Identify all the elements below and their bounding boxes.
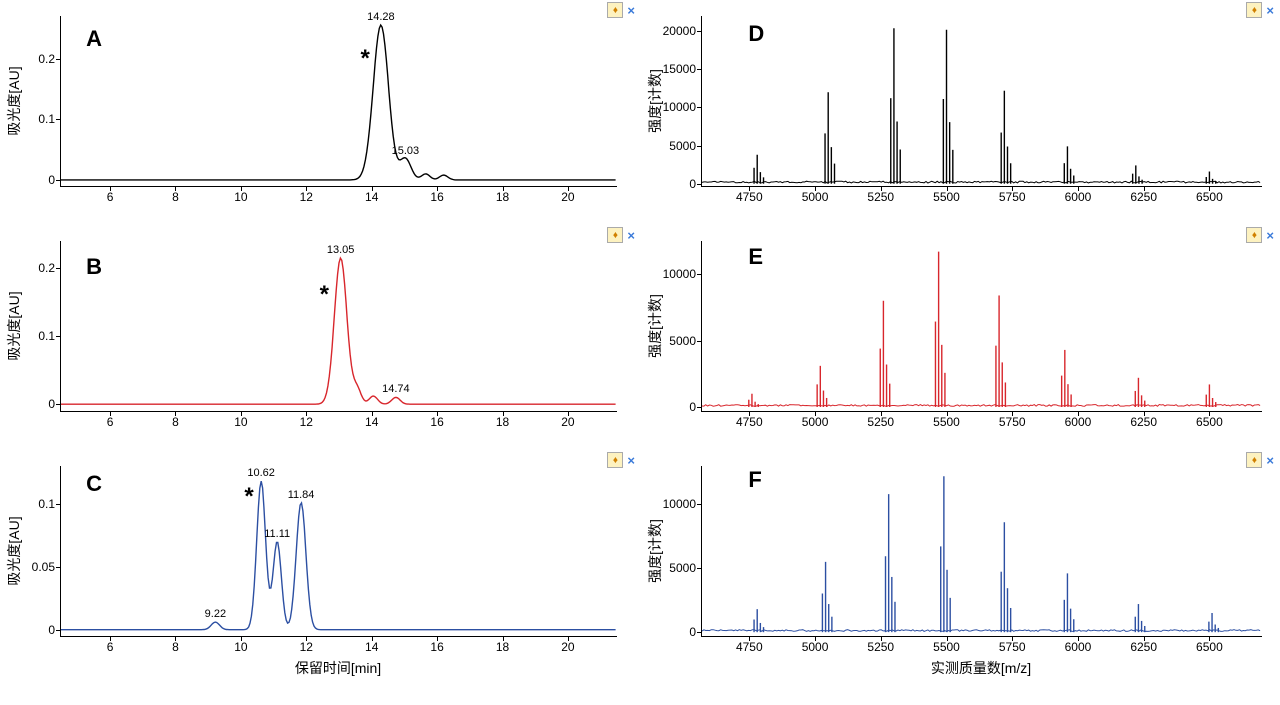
y-axis-label: 强度[计数] [645, 294, 665, 358]
y-axis-label: 强度[计数] [645, 69, 665, 133]
y-axis-label: 吸光度[AU] [4, 66, 24, 135]
asterisk-marker: * [360, 45, 369, 73]
settings-icon[interactable]: ♦ [1246, 227, 1262, 243]
x-axis-label: 实测质量数[m/z] [931, 658, 1031, 678]
y-axis-label: 吸光度[AU] [4, 516, 24, 585]
asterisk-marker: * [244, 483, 253, 511]
settings-icon[interactable]: ♦ [607, 2, 623, 18]
close-icon[interactable]: × [627, 228, 635, 243]
trace-B [61, 241, 617, 411]
x-axis-label: 保留时间[min] [295, 658, 381, 678]
peak-label: 15.03 [392, 145, 420, 157]
trace-C [61, 466, 617, 636]
peak-label: 14.28 [367, 11, 395, 23]
panel-C: 00.050.1681012141618209.2210.6211.1111.8… [0, 450, 641, 705]
close-icon[interactable]: × [1266, 3, 1274, 18]
settings-icon[interactable]: ♦ [1246, 2, 1262, 18]
panel-letter: E [748, 244, 763, 270]
settings-icon[interactable]: ♦ [607, 452, 623, 468]
panel-F: 0500010000475050005250550057506000625065… [641, 450, 1280, 705]
peak-label: 9.22 [205, 608, 226, 620]
panel-letter: A [86, 26, 102, 52]
settings-icon[interactable]: ♦ [607, 227, 623, 243]
plot-area-A: 00.10.26810121416182014.2815.03* [60, 16, 617, 187]
trace-D [702, 16, 1262, 186]
peak-label: 11.84 [288, 489, 315, 501]
trace-E [702, 241, 1262, 411]
panel-A: 00.10.26810121416182014.2815.03*吸光度[AU]♦… [0, 0, 641, 225]
peak-label: 11.11 [264, 528, 290, 540]
trace-A [61, 16, 617, 186]
peak-label: 10.62 [247, 467, 275, 479]
panel-letter: B [86, 254, 102, 280]
panel-letter: C [86, 471, 102, 497]
y-axis-label: 强度[计数] [645, 519, 665, 583]
panel-letter: D [748, 21, 764, 47]
plot-area-E: 0500010000475050005250550057506000625065… [701, 241, 1262, 412]
close-icon[interactable]: × [1266, 228, 1274, 243]
peak-label: 13.05 [327, 244, 355, 256]
panel-E: 0500010000475050005250550057506000625065… [641, 225, 1280, 450]
plot-area-B: 00.10.26810121416182013.0514.74* [60, 241, 617, 412]
plot-area-C: 00.050.1681012141618209.2210.6211.1111.8… [60, 466, 617, 637]
asterisk-marker: * [320, 281, 329, 309]
y-axis-label: 吸光度[AU] [4, 291, 24, 360]
close-icon[interactable]: × [1266, 453, 1274, 468]
panel-D: 0500010000150002000047505000525055005750… [641, 0, 1280, 225]
plot-area-D: 0500010000150002000047505000525055005750… [701, 16, 1262, 187]
trace-F [702, 466, 1262, 636]
panel-B: 00.10.26810121416182013.0514.74*吸光度[AU]♦… [0, 225, 641, 450]
peak-label: 14.74 [382, 383, 410, 395]
settings-icon[interactable]: ♦ [1246, 452, 1262, 468]
close-icon[interactable]: × [627, 453, 635, 468]
panel-letter: F [748, 467, 761, 493]
close-icon[interactable]: × [627, 3, 635, 18]
plot-area-F: 0500010000475050005250550057506000625065… [701, 466, 1262, 637]
